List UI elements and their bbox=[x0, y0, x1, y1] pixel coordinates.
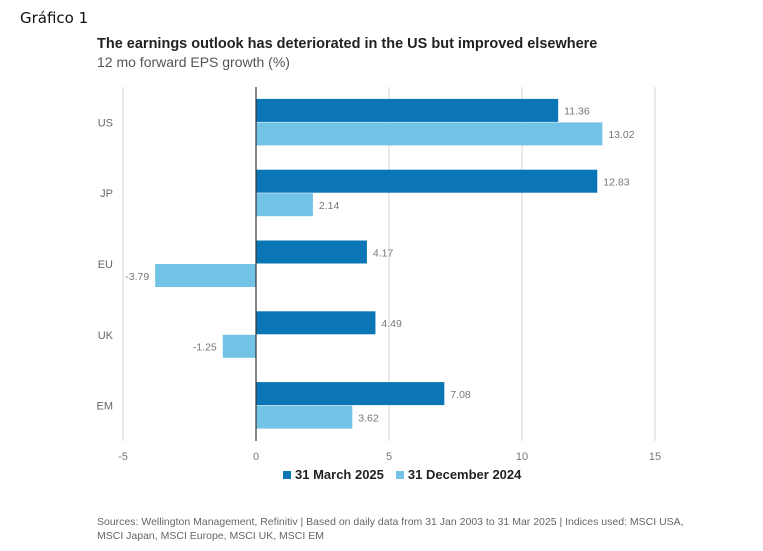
data-label: 7.08 bbox=[450, 389, 471, 401]
x-tick-label: -5 bbox=[118, 451, 128, 463]
bar bbox=[222, 334, 256, 358]
data-label: 3.62 bbox=[358, 412, 379, 424]
bar bbox=[256, 169, 598, 193]
source-note: Sources: Wellington Management, Refiniti… bbox=[97, 516, 684, 542]
data-label: 4.17 bbox=[373, 247, 394, 259]
chart-subtitle: 12 mo forward EPS growth (%) bbox=[97, 54, 290, 70]
data-label: 2.14 bbox=[319, 200, 340, 212]
bar bbox=[155, 264, 256, 287]
legend: 31 March 2025 31 December 2024 bbox=[283, 467, 521, 482]
legend-item-march-2025: 31 March 2025 bbox=[283, 467, 384, 482]
data-label: -1.25 bbox=[193, 342, 217, 354]
category-label: UK bbox=[98, 330, 114, 342]
legend-swatch bbox=[283, 470, 291, 479]
x-tick-label: 10 bbox=[516, 451, 528, 463]
category-label: EU bbox=[98, 259, 113, 271]
labels: -5 0 5 10 15 US 11.36 13.02 JP 12.83 2.14 EU 4.17 -3.… bbox=[97, 106, 662, 463]
x-tick-label: 5 bbox=[386, 451, 392, 463]
x-tick-label: 0 bbox=[253, 451, 259, 463]
bars bbox=[155, 98, 603, 429]
category-label: JP bbox=[100, 188, 113, 200]
bar bbox=[256, 240, 367, 264]
legend-swatch bbox=[395, 470, 404, 479]
bar bbox=[256, 193, 313, 217]
data-label: 11.36 bbox=[564, 106, 590, 118]
data-label: 4.49 bbox=[381, 318, 402, 330]
x-tick-label: 15 bbox=[649, 451, 661, 463]
data-label: 13.02 bbox=[608, 129, 634, 141]
legend-label: 31 March 2025 bbox=[295, 467, 384, 482]
bar bbox=[256, 405, 353, 429]
bar bbox=[256, 98, 559, 122]
legend-label: 31 December 2024 bbox=[407, 467, 522, 482]
gridlines bbox=[122, 87, 656, 441]
bar bbox=[256, 311, 376, 335]
legend-item-december-2024: 31 December 2024 bbox=[395, 467, 522, 482]
bar bbox=[256, 122, 603, 146]
bar bbox=[256, 382, 445, 406]
page-label: Gráfico 1 bbox=[20, 9, 89, 27]
chart-title: The earnings outlook has deteriorated in… bbox=[97, 36, 598, 52]
category-label: US bbox=[98, 117, 113, 129]
category-label: EM bbox=[97, 401, 114, 413]
data-label: -3.79 bbox=[125, 271, 149, 283]
data-label: 12.83 bbox=[603, 176, 629, 188]
